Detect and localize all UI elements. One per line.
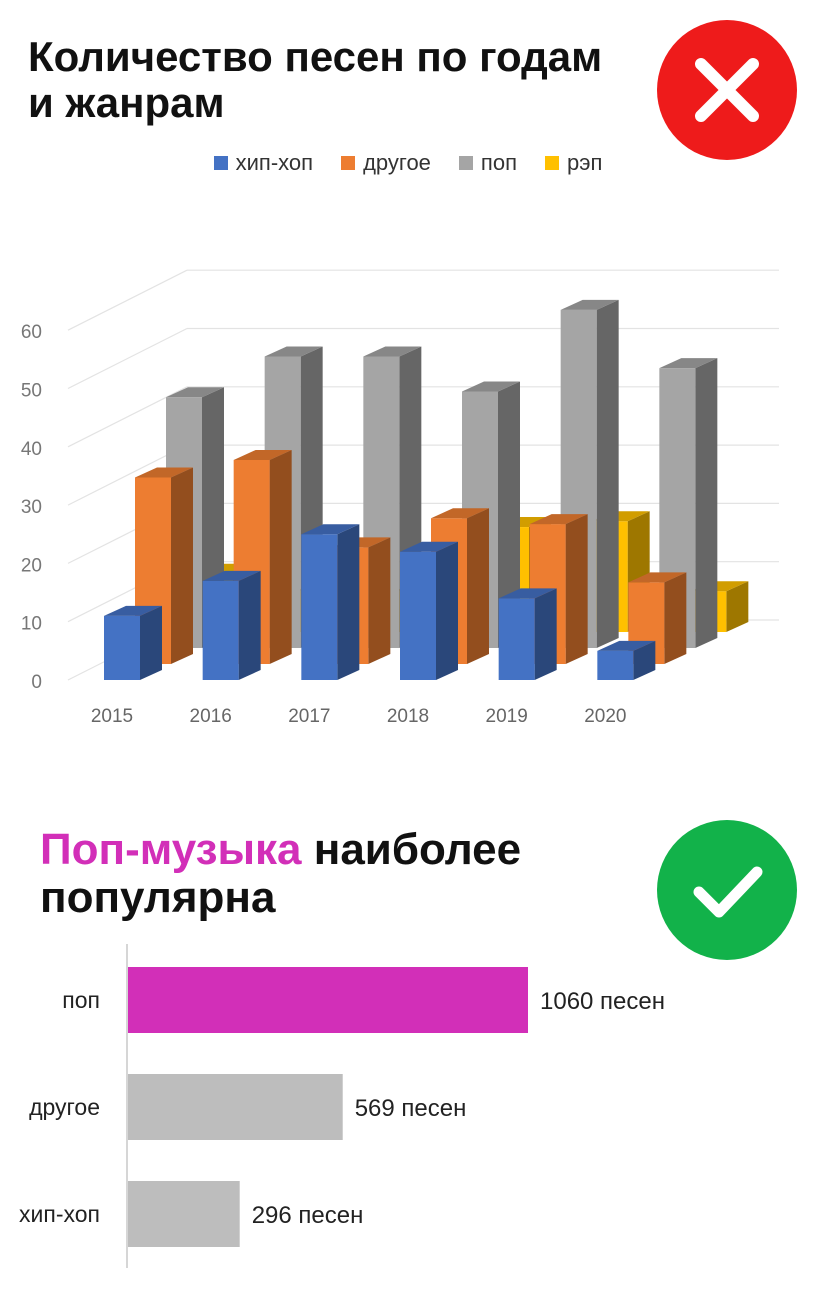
result-title: Поп-музыка наиболее популярна — [40, 826, 640, 922]
bar-top — [659, 358, 718, 369]
result-title-accent: Поп-музыка — [40, 825, 302, 874]
y-tick-label: 30 — [21, 497, 42, 518]
bar-top — [498, 588, 557, 599]
x-tick-label: 2015 — [91, 706, 133, 727]
horizontal-bar-chart: поп 1060 песен другое 569 песен хип-хоп 296 п… — [19, 944, 665, 1268]
bar-хип-хоп-2015 — [104, 605, 162, 680]
x-tick-label: 2016 — [190, 706, 232, 727]
bar-side — [565, 514, 588, 664]
category-label: поп — [62, 987, 100, 1013]
x-tick-label: 2017 — [288, 706, 330, 727]
bar-front — [400, 551, 436, 680]
wrong-badge — [657, 20, 797, 160]
checkmark-icon — [693, 866, 763, 918]
chart-title-line-1: Количество песен по годам — [28, 33, 603, 80]
bar-side — [695, 358, 718, 648]
bar-side — [368, 537, 391, 664]
bar-хип-хоп-2016 — [202, 570, 261, 680]
legend-item: рэп — [544, 150, 603, 176]
bar-side — [498, 381, 520, 648]
result-title-line-2: популярна — [40, 873, 276, 922]
close-icon — [695, 58, 759, 122]
bar-хип-хоп-2017 — [301, 524, 360, 680]
bar-top — [597, 640, 656, 651]
y-tick-label: 0 — [31, 672, 42, 693]
legend-item: хип-хоп — [213, 150, 314, 176]
legend-label: хип-хоп — [235, 150, 314, 175]
bar-top — [462, 381, 520, 392]
bar-side — [140, 605, 162, 680]
value-label: 1060 песен — [540, 988, 665, 1015]
bar-top — [560, 299, 619, 310]
bar-side — [596, 299, 619, 648]
bar-side — [633, 640, 656, 680]
bar-side — [726, 581, 749, 632]
x-tick-label: 2020 — [584, 706, 626, 727]
bar-top — [400, 541, 458, 552]
legend-swatch — [213, 156, 228, 170]
legend-item: другое — [341, 150, 431, 176]
legend-swatch — [458, 156, 473, 170]
bars — [104, 299, 749, 680]
value-label: 569 песен — [355, 1095, 467, 1122]
bar-side — [436, 541, 458, 680]
category-label: хип-хоп — [19, 1201, 100, 1227]
bar-front — [301, 534, 338, 680]
y-tick-label: 10 — [21, 614, 42, 635]
bar-top — [628, 572, 687, 583]
bar-side — [171, 467, 193, 664]
bar-side — [664, 572, 687, 664]
legend-label: рэп — [566, 150, 603, 175]
gridline-side — [67, 269, 188, 331]
x-tick-label: 2018 — [387, 706, 429, 727]
chart-title: Количество песен по годам и жанрам — [28, 34, 648, 126]
bar-front — [597, 650, 634, 680]
bar-top — [135, 467, 193, 478]
value-label: 296 песен — [252, 1202, 364, 1229]
bar-хип-хоп — [128, 1181, 240, 1247]
legend-label: поп — [480, 150, 517, 175]
category-label: другое — [29, 1094, 100, 1120]
bar-side — [337, 524, 360, 680]
y-tick-label: 40 — [21, 439, 42, 460]
bar-side — [534, 588, 557, 680]
grouped-3d-bar-chart: 0 10 20 30 40 50 60 2015 2016 2017 2018 2019 2020 — [21, 269, 779, 727]
bar-top — [529, 514, 588, 525]
y-tick-label: 20 — [21, 555, 42, 576]
bar-хип-хоп-2018 — [400, 541, 458, 680]
bar-top — [202, 570, 261, 581]
bar-front — [498, 598, 535, 680]
bar-top — [301, 524, 360, 535]
bar-front — [202, 580, 239, 680]
bar-top — [363, 346, 422, 357]
legend-swatch — [341, 156, 356, 170]
bar-top — [264, 346, 323, 357]
bar-top — [431, 508, 489, 519]
bar-хип-хоп-2019 — [498, 588, 557, 680]
correct-badge — [657, 820, 797, 960]
legend-swatch — [544, 156, 559, 170]
result-title-rest: наиболее — [301, 825, 522, 874]
bar-хип-хоп-2020 — [597, 640, 656, 680]
bar-top — [104, 605, 162, 616]
bar-side — [269, 449, 292, 664]
legend-label: другое — [363, 150, 431, 175]
bar-поп — [128, 967, 528, 1033]
x-tick-label: 2019 — [486, 706, 528, 727]
bar-top — [166, 387, 224, 398]
gridline-side — [67, 327, 188, 390]
chart-title-line-2: и жанрам — [28, 79, 225, 126]
chart-legend: хип-хоп другое поп рэп — [0, 150, 816, 176]
y-tick-label: 60 — [21, 322, 42, 343]
bar-top — [233, 449, 292, 460]
bar-side — [238, 570, 261, 680]
y-tick-label: 50 — [21, 381, 42, 402]
bar-front — [104, 615, 140, 680]
legend-item: поп — [458, 150, 517, 176]
bar-side — [467, 508, 489, 664]
bar-другое — [128, 1074, 343, 1140]
